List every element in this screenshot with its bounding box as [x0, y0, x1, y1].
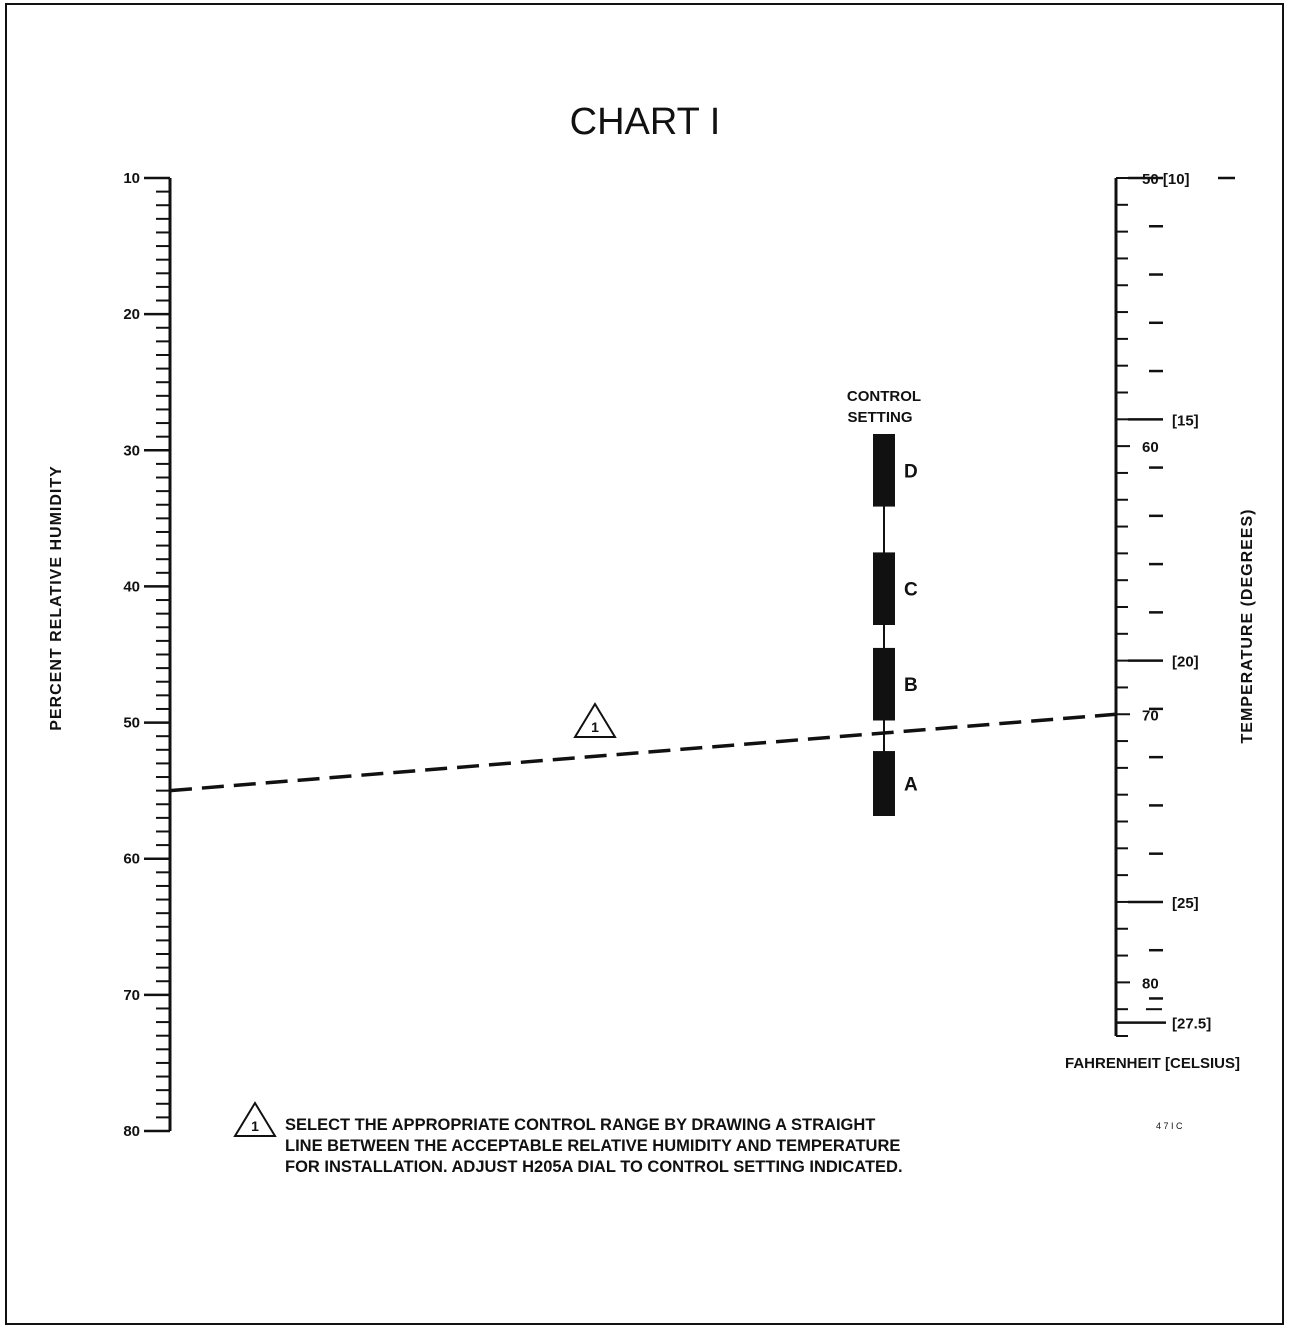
celsius-tick-label: [15] [1172, 412, 1199, 429]
note-line-1: SELECT THE APPROPRIATE CONTROL RANGE BY … [285, 1116, 875, 1134]
control-segment-label: A [904, 775, 918, 796]
temperature-units-caption: FAHRENHEIT [CELSIUS] [1065, 1055, 1240, 1072]
fahrenheit-tick-label: 80 [1142, 975, 1159, 992]
control-segment-label: D [904, 461, 918, 482]
instruction-note: 1 SELECT THE APPROPRIATE CONTROL RANGE B… [233, 1101, 903, 1176]
humidity-tick-label: 50 [123, 715, 140, 732]
fahrenheit-tick-label: 70 [1142, 707, 1159, 724]
figure-code: 4 7 I C [1156, 1121, 1183, 1131]
control-setting-scale: CONTROL SETTING D C B A [847, 388, 921, 816]
humidity-ticks [144, 176, 170, 1133]
humidity-tick-label: 20 [123, 306, 140, 323]
humidity-tick-label: 60 [123, 851, 140, 868]
control-segment-c [873, 552, 895, 625]
control-setting-title-line2: SETTING [847, 409, 912, 426]
control-segment-b [873, 647, 895, 721]
control-segment-label: C [904, 580, 918, 601]
control-segment-label: B [904, 675, 918, 696]
temperature-tick-labels: 50 [10] 60 70 80 [15] [20] [25] [27.5] [1142, 171, 1211, 1033]
fahrenheit-tick-label: 60 [1142, 439, 1159, 456]
example-marker-number: 1 [591, 719, 599, 735]
control-setting-title-line1: CONTROL [847, 388, 921, 405]
humidity-tick-label: 80 [123, 1123, 140, 1140]
celsius-tick-label: [20] [1172, 654, 1199, 671]
note-line-3: FOR INSTALLATION. ADJUST H205A DIAL TO C… [285, 1158, 903, 1176]
chart-title: CHART I [570, 101, 721, 143]
control-segment-a [873, 751, 895, 816]
humidity-tick-label: 30 [123, 442, 140, 459]
humidity-tick-label: 70 [123, 987, 140, 1004]
marker-triangle-icon [573, 702, 617, 738]
humidity-tick-labels: 10 20 30 40 50 60 70 80 [123, 170, 140, 1140]
chart-frame [5, 3, 1284, 1325]
humidity-tick-label: 10 [123, 170, 140, 187]
note-triangle-icon [233, 1101, 277, 1137]
humidity-axis-title: PERCENT RELATIVE HUMIDITY [48, 465, 65, 731]
temperature-ticks [1116, 176, 1235, 1037]
temperature-axis-title: TEMPERATURE (DEGREES) [1239, 509, 1256, 744]
example-marker: 1 [573, 702, 617, 738]
control-segment-d [873, 434, 895, 507]
humidity-tick-label: 40 [123, 578, 140, 595]
example-dashed-line [169, 712, 1117, 793]
note-line-2: LINE BETWEEN THE ACCEPTABLE RELATIVE HUM… [285, 1137, 900, 1155]
celsius-tick-label: [25] [1172, 895, 1199, 912]
control-setting-segments: D C B A [873, 434, 918, 816]
note-marker-number: 1 [251, 1118, 259, 1134]
celsius-tick-label: [27.5] [1172, 1016, 1211, 1033]
fahrenheit-tick-label: 50 [10] [1142, 171, 1190, 188]
